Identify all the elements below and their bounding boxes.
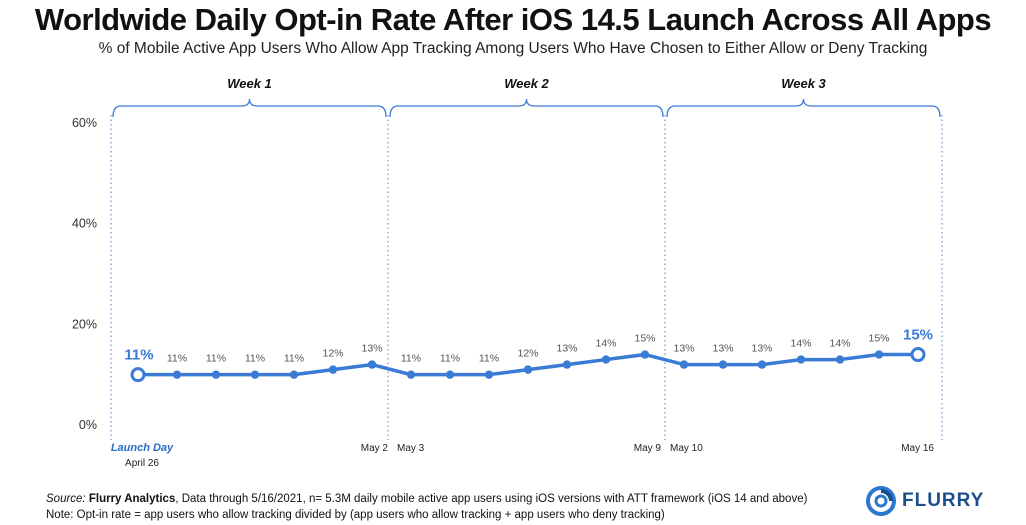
data-label: 14% — [790, 338, 811, 350]
chart-subtitle: % of Mobile Active App Users Who Allow A… — [98, 40, 928, 57]
data-label: 13% — [751, 343, 772, 355]
data-point — [172, 370, 182, 379]
data-point — [640, 350, 650, 359]
data-label: 15% — [868, 333, 889, 345]
data-point — [367, 360, 377, 369]
data-label: 11% — [167, 353, 187, 365]
source-line: Source: Flurry Analytics, Data through 5… — [46, 491, 807, 507]
y-tick-label: 0% — [79, 418, 97, 432]
data-label: 11% — [440, 353, 460, 365]
data-point — [523, 365, 533, 374]
data-point — [211, 370, 221, 379]
data-point — [796, 355, 806, 364]
x-tick-label: May 3 — [397, 443, 425, 454]
data-point — [757, 360, 767, 369]
data-point — [484, 370, 494, 379]
source-text: , Data through 5/16/2021, n= 5.3M daily … — [175, 493, 808, 505]
week-label: Week 3 — [781, 76, 826, 91]
data-label: 12% — [517, 348, 538, 360]
data-label: 11% — [479, 353, 499, 365]
data-label: 13% — [673, 343, 694, 355]
data-point — [250, 370, 260, 379]
data-point — [562, 360, 572, 369]
week-label: Week 2 — [504, 76, 549, 91]
data-point — [679, 360, 689, 369]
logo-text: FLURRY — [902, 490, 985, 511]
x-tick-label: May 16 — [901, 443, 934, 454]
week-bracket — [389, 98, 664, 118]
x-tick-label: May 9 — [634, 443, 662, 454]
data-label: 14% — [829, 338, 850, 350]
x-tick-label: May 10 — [670, 443, 703, 454]
data-label: 12% — [322, 348, 343, 360]
y-tick-label: 60% — [72, 116, 97, 130]
source-name: Flurry Analytics — [88, 493, 176, 505]
x-tick-label: May 2 — [361, 443, 389, 454]
data-point — [289, 370, 299, 379]
data-label: 11% — [401, 353, 421, 365]
week-bracket — [666, 98, 941, 118]
data-label: 13% — [712, 343, 733, 355]
data-point — [130, 367, 146, 383]
data-label: 14% — [595, 338, 616, 350]
data-label: 15% — [634, 333, 655, 345]
data-point — [601, 355, 611, 364]
data-point — [874, 350, 884, 359]
x-tick-label: Launch Day — [111, 442, 174, 454]
data-point — [910, 347, 926, 363]
chart-footer: Source: Flurry Analytics, Data through 5… — [46, 491, 807, 523]
data-label: 13% — [361, 343, 382, 355]
y-tick-label: 40% — [72, 217, 97, 231]
note-line: Note: Opt-in rate = app users who allow … — [46, 509, 665, 521]
data-label: 11% — [206, 353, 226, 365]
x-tick-sublabel: April 26 — [125, 458, 159, 469]
chart-title: Worldwide Daily Opt-in Rate After iOS 14… — [34, 2, 992, 37]
data-point — [406, 370, 416, 379]
data-label: 11% — [124, 347, 153, 364]
flurry-logo-icon — [866, 486, 896, 516]
week-label: Week 1 — [227, 76, 272, 91]
data-point — [328, 365, 338, 374]
data-point — [718, 360, 728, 369]
flurry-logo: FLURRY — [866, 486, 984, 516]
data-label: 13% — [556, 343, 577, 355]
source-label: Source: — [46, 493, 86, 505]
week-bracket — [112, 98, 387, 118]
y-tick-label: 20% — [72, 317, 97, 331]
data-point — [445, 370, 455, 379]
data-label: 11% — [245, 353, 265, 365]
data-label: 11% — [284, 353, 304, 365]
data-label: 15% — [903, 327, 933, 344]
data-point — [835, 355, 845, 364]
